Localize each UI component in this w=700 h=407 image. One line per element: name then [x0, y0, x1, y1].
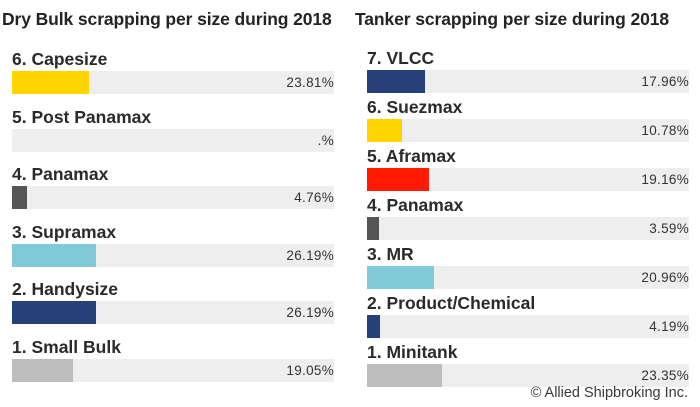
tanker-bar-track: [367, 266, 689, 289]
tanker-category-label: 6. Suezmax: [367, 97, 463, 117]
dry-bulk-category-label: 5. Post Panamax: [12, 106, 152, 127]
tanker-value-label: 17.96%: [641, 74, 689, 89]
dry-bulk-chart-title: Dry Bulk scrapping per size during 2018: [2, 9, 332, 29]
dry-bulk-bar: [12, 186, 27, 210]
tanker-value-label: 10.78%: [641, 123, 689, 138]
tanker-chart-title: Tanker scrapping per size during 2018: [355, 9, 670, 29]
tanker-bar: [367, 315, 380, 338]
tanker-category-label: 5. Aframax: [367, 146, 456, 166]
tanker-bar: [367, 217, 379, 240]
tanker-category-label: 1. Minitank: [367, 342, 458, 362]
dry-bulk-bar: [12, 243, 96, 267]
dry-bulk-bar-track: [12, 243, 334, 267]
dry-bulk-value-label: 26.19%: [286, 247, 334, 263]
dry-bulk-bar-track: [12, 301, 334, 325]
tanker-value-label: 20.96%: [641, 270, 689, 285]
dry-bulk-category-label: 6. Capesize: [12, 49, 108, 69]
dry-bulk-value-label: 26.19%: [286, 305, 334, 321]
dry-bulk-value-label: 4.76%: [294, 190, 334, 206]
tanker-category-label: 7. VLCC: [367, 48, 435, 68]
tanker-value-label: 23.35%: [641, 368, 689, 383]
tanker-bar-track: [367, 315, 689, 338]
tanker-category-label: 4. Panamax: [367, 195, 464, 215]
tanker-bar-track: [367, 70, 689, 93]
tanker-bar: [367, 266, 434, 289]
dry-bulk-category-label: 1. Small Bulk: [12, 337, 121, 357]
tanker-category-label: 3. MR: [367, 244, 414, 264]
dry-bulk-category-label: 3. Supramax: [12, 221, 117, 242]
dry-bulk-bar: [12, 71, 89, 94]
dry-bulk-bar: [12, 301, 96, 325]
tanker-bar: [367, 364, 442, 387]
tanker-category-label: 2. Product/Chemical: [367, 293, 536, 313]
tanker-bar: [367, 168, 429, 191]
dry-bulk-category-label: 4. Panamax: [12, 164, 109, 185]
tanker-bar-track: [367, 168, 689, 191]
tanker-value-label: 19.16%: [641, 172, 689, 187]
dry-bulk-category-label: 2. Handysize: [12, 279, 119, 300]
tanker-bar: [367, 70, 425, 93]
dry-bulk-value-label: 23.81%: [286, 75, 334, 90]
dry-bulk-value-label: 19.05%: [286, 363, 334, 378]
tanker-bar-track: [367, 119, 689, 142]
dry-bulk-bar-track: [12, 186, 334, 210]
tanker-bar: [367, 119, 402, 142]
tanker-bar-track: [367, 217, 689, 240]
dry-bulk-bar: [12, 359, 73, 382]
dry-bulk-bar-track: [12, 71, 334, 94]
dry-bulk-value-label: .%: [317, 132, 334, 148]
tanker-bar-track: [367, 364, 689, 387]
dry-bulk-bar-track: [12, 359, 334, 382]
tanker-value-label: 3.59%: [649, 221, 689, 236]
dry-bulk-bar-track: [12, 128, 334, 152]
tanker-value-label: 4.19%: [649, 319, 689, 334]
copyright-notice: © Allied Shipbroking Inc.: [530, 385, 688, 401]
